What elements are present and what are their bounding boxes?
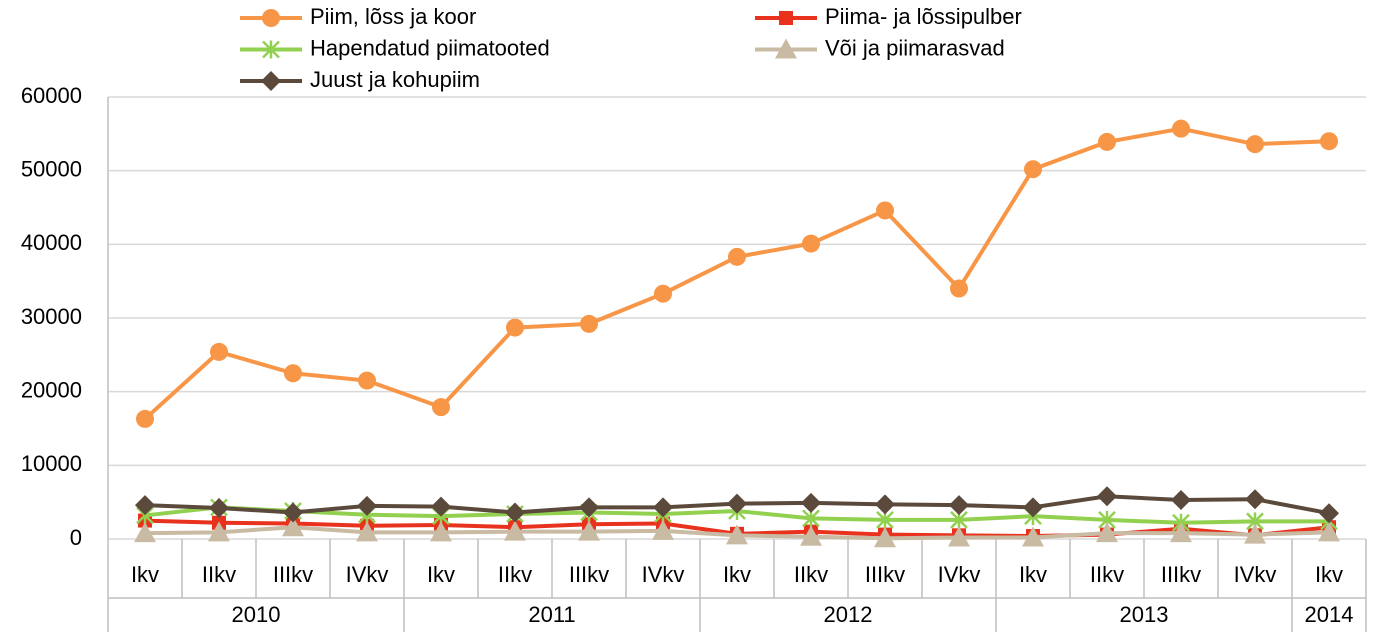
- data-point: [1097, 486, 1117, 507]
- x-tick-label: IIIkv: [569, 562, 609, 587]
- data-point: [726, 524, 748, 545]
- data-point: [506, 318, 524, 337]
- y-tick-label: 20000: [21, 377, 82, 402]
- data-point: [1098, 132, 1116, 151]
- legend-label: Hapendatud piimatooted: [310, 35, 550, 60]
- data-point: [876, 201, 894, 220]
- data-point: [727, 493, 747, 514]
- data-point: [1244, 523, 1266, 544]
- x-tick-label: IIkv: [498, 562, 532, 587]
- data-point: [1024, 160, 1042, 179]
- x-tick-label: IVkv: [346, 562, 389, 587]
- legend-label: Või ja piimarasvad: [825, 35, 1005, 60]
- data-point: [1023, 497, 1043, 518]
- legend-label: Juust ja kohupiim: [310, 67, 480, 92]
- x-tick-label: IVkv: [1234, 562, 1277, 587]
- legend-marker: [779, 11, 793, 25]
- data-point: [1172, 119, 1190, 138]
- x-tick-label: Ikv: [131, 562, 159, 587]
- data-point: [801, 492, 821, 513]
- data-point: [950, 279, 968, 298]
- x-group-label: 2014: [1305, 602, 1354, 627]
- y-tick-label: 50000: [21, 156, 82, 181]
- data-point: [356, 521, 378, 542]
- data-point: [1246, 135, 1264, 154]
- y-tick-label: 60000: [21, 83, 82, 108]
- data-point: [282, 516, 304, 537]
- data-point: [283, 502, 303, 523]
- data-point: [358, 371, 376, 390]
- data-point: [1096, 522, 1118, 543]
- data-point: [357, 495, 377, 516]
- y-tick-label: 40000: [21, 230, 82, 255]
- data-point: [874, 527, 896, 548]
- x-tick-label: Ikv: [723, 562, 751, 587]
- legend-marker: [262, 9, 280, 27]
- data-point: [653, 497, 673, 518]
- data-point: [875, 494, 895, 515]
- data-point: [209, 498, 229, 519]
- legend-label: Piima- ja lõssipulber: [825, 4, 1022, 29]
- data-point: [1320, 132, 1338, 151]
- legend-marker: [261, 71, 281, 91]
- data-point: [432, 398, 450, 417]
- y-tick-label: 0: [70, 525, 82, 550]
- data-point: [430, 521, 452, 542]
- data-point: [136, 409, 154, 428]
- data-point: [1245, 489, 1265, 510]
- data-point: [208, 521, 230, 542]
- legend-label: Piim, lõss ja koor: [310, 4, 476, 29]
- data-point: [949, 495, 969, 516]
- data-point: [1171, 489, 1191, 510]
- data-point: [505, 502, 525, 523]
- legend-marker: [775, 38, 797, 59]
- data-point: [1022, 526, 1044, 547]
- data-point: [654, 284, 672, 303]
- data-point: [579, 497, 599, 518]
- data-point: [578, 520, 600, 541]
- x-tick-label: IIIkv: [1161, 562, 1201, 587]
- data-point: [504, 520, 526, 541]
- series-line: [143, 126, 1330, 421]
- x-tick-label: Ikv: [1315, 562, 1343, 587]
- x-tick-label: IVkv: [938, 562, 981, 587]
- data-point: [802, 234, 820, 253]
- data-point: [800, 525, 822, 546]
- y-tick-label: 10000: [21, 451, 82, 476]
- x-tick-label: IIkv: [1090, 562, 1124, 587]
- legend-marker: [262, 40, 280, 59]
- x-tick-label: IIkv: [794, 562, 828, 587]
- data-point: [284, 364, 302, 383]
- x-group-label: 2012: [824, 602, 873, 627]
- data-point: [1318, 521, 1340, 542]
- data-point: [1170, 522, 1192, 543]
- x-group-label: 2010: [232, 602, 281, 627]
- x-tick-label: IIIkv: [865, 562, 905, 587]
- x-tick-label: IVkv: [642, 562, 685, 587]
- data-point: [134, 522, 156, 543]
- y-tick-label: 30000: [21, 304, 82, 329]
- x-group-label: 2011: [528, 602, 575, 627]
- data-point: [210, 342, 228, 361]
- x-tick-label: Ikv: [427, 562, 455, 587]
- data-point: [652, 519, 674, 540]
- x-tick-label: IIkv: [202, 562, 236, 587]
- data-point: [948, 526, 970, 547]
- data-point: [431, 496, 451, 517]
- x-tick-label: Ikv: [1019, 562, 1047, 587]
- data-point: [1319, 503, 1339, 524]
- data-point: [728, 247, 746, 266]
- data-point: [135, 495, 155, 516]
- x-group-label: 2013: [1120, 602, 1169, 627]
- x-tick-label: IIIkv: [273, 562, 313, 587]
- data-point: [580, 314, 598, 333]
